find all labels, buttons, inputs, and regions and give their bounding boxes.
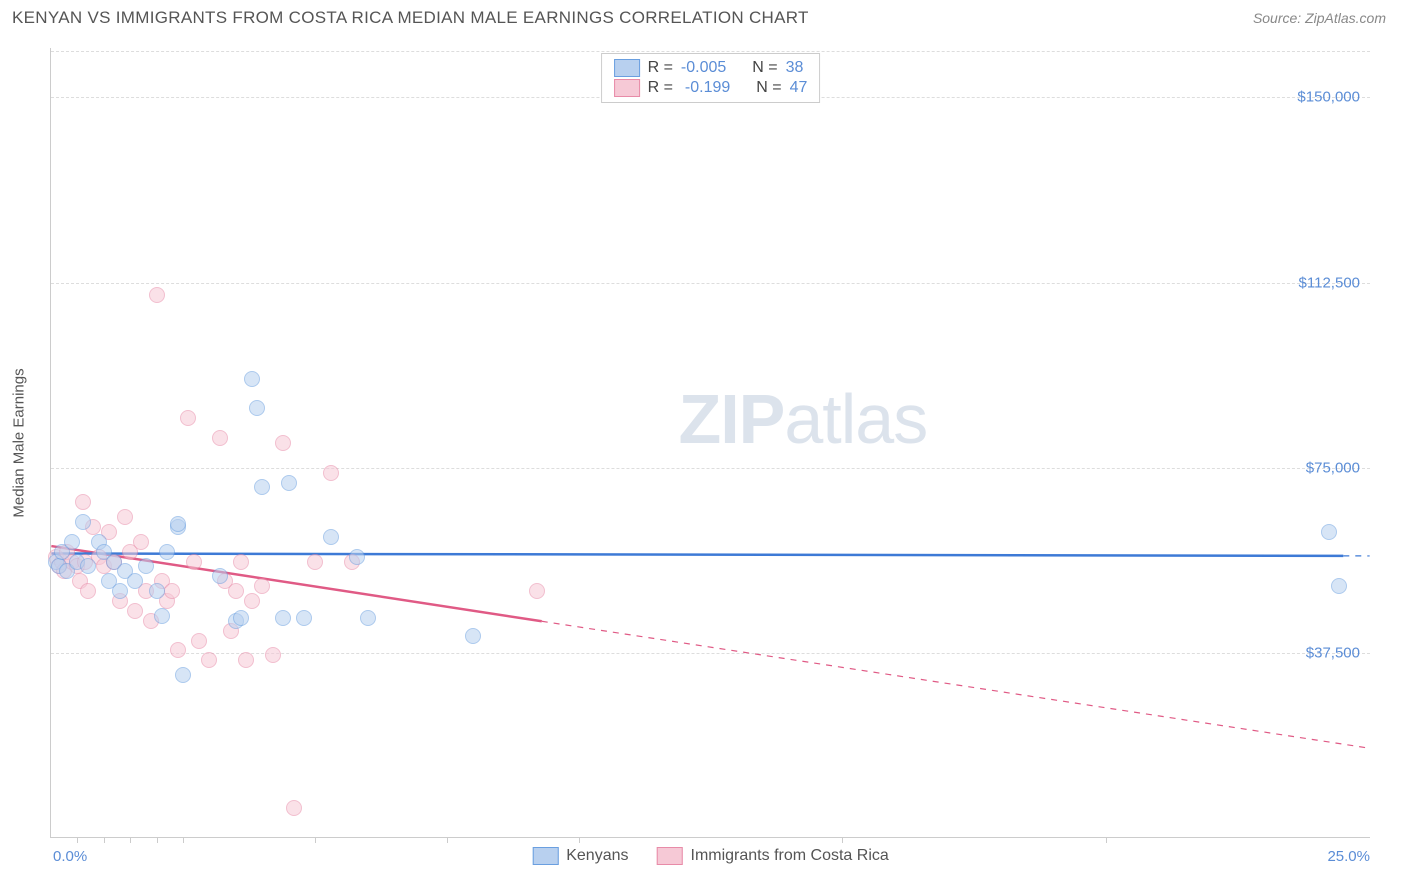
data-point-kenyans [233,610,249,626]
y-axis-label: $75,000 [1306,459,1360,476]
data-point-kenyans [349,549,365,565]
data-point-costa-rica [228,583,244,599]
data-point-costa-rica [212,430,228,446]
data-point-kenyans [154,608,170,624]
data-point-kenyans [249,400,265,416]
data-point-costa-rica [191,633,207,649]
data-point-kenyans [1331,578,1347,594]
data-point-costa-rica [238,652,254,668]
x-tick [104,837,105,843]
data-point-costa-rica [233,554,249,570]
chart-plot-area: Median Male Earnings $37,500$75,000$112,… [50,48,1370,838]
x-tick [130,837,131,843]
data-point-kenyans [465,628,481,644]
data-point-kenyans [275,610,291,626]
x-axis-min-label: 0.0% [53,848,87,865]
data-point-costa-rica [117,509,133,525]
legend-item-costa-rica: Immigrants from Costa Rica [657,847,889,865]
swatch-kenyans-icon [532,847,558,865]
legend-row-kenyans: R = -0.005 N = 38 [614,58,808,78]
x-tick [447,837,448,843]
data-point-kenyans [159,544,175,560]
series-legend: Kenyans Immigrants from Costa Rica [532,847,889,865]
data-point-costa-rica [75,494,91,510]
swatch-costa-rica-icon [657,847,683,865]
watermark: ZIPatlas [678,379,927,459]
data-point-kenyans [75,514,91,530]
trend-lines [51,48,1370,837]
data-point-costa-rica [275,435,291,451]
data-point-costa-rica [133,534,149,550]
y-axis-label: $150,000 [1297,89,1360,106]
x-tick [183,837,184,843]
data-point-costa-rica [265,647,281,663]
legend-item-kenyans: Kenyans [532,847,628,865]
x-tick [315,837,316,843]
x-tick [157,837,158,843]
data-point-costa-rica [127,603,143,619]
data-point-costa-rica [244,593,260,609]
data-point-kenyans [244,371,260,387]
correlation-legend: R = -0.005 N = 38 R = -0.199 N = 47 [601,53,821,103]
data-point-costa-rica [164,583,180,599]
data-point-costa-rica [180,410,196,426]
gridline [51,468,1370,469]
data-point-kenyans [138,558,154,574]
data-point-kenyans [127,573,143,589]
data-point-kenyans [175,667,191,683]
data-point-costa-rica [529,583,545,599]
data-point-kenyans [112,583,128,599]
data-point-kenyans [64,534,80,550]
data-point-kenyans [323,529,339,545]
data-point-costa-rica [286,800,302,816]
data-point-costa-rica [149,287,165,303]
data-point-costa-rica [254,578,270,594]
data-point-costa-rica [170,642,186,658]
x-tick [1106,837,1107,843]
y-axis-label: $37,500 [1306,644,1360,661]
x-axis-max-label: 25.0% [1327,848,1370,865]
data-point-kenyans [296,610,312,626]
data-point-kenyans [281,475,297,491]
y-axis-label: $112,500 [1299,274,1360,291]
legend-row-costa-rica: R = -0.199 N = 47 [614,78,808,98]
data-point-kenyans [170,516,186,532]
x-tick [77,837,78,843]
swatch-costa-rica [614,79,640,97]
data-point-costa-rica [201,652,217,668]
gridline [51,283,1370,284]
data-point-kenyans [254,479,270,495]
data-point-kenyans [1321,524,1337,540]
data-point-costa-rica [307,554,323,570]
swatch-kenyans [614,59,640,77]
data-point-kenyans [149,583,165,599]
source-attribution: Source: ZipAtlas.com [1253,10,1386,26]
data-point-kenyans [360,610,376,626]
data-point-costa-rica [80,583,96,599]
x-tick [842,837,843,843]
chart-title: KENYAN VS IMMIGRANTS FROM COSTA RICA MED… [12,8,809,28]
data-point-kenyans [80,558,96,574]
data-point-costa-rica [323,465,339,481]
data-point-kenyans [212,568,228,584]
x-tick [579,837,580,843]
y-axis-title: Median Male Earnings [11,368,28,517]
data-point-costa-rica [186,554,202,570]
